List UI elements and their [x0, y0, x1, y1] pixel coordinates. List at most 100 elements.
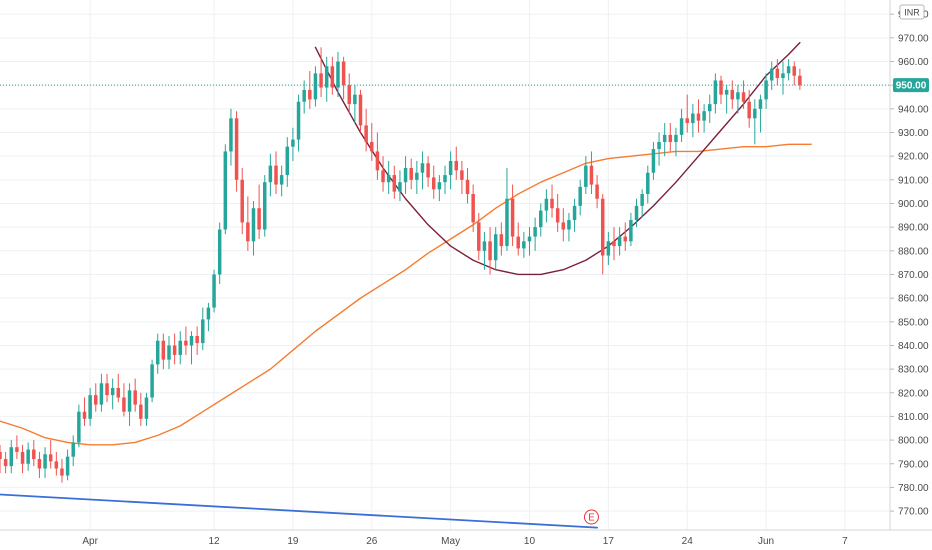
candle[interactable]	[358, 89, 363, 133]
candle[interactable]	[37, 451, 42, 478]
candle[interactable]	[274, 151, 278, 195]
candle[interactable]	[133, 378, 137, 412]
candle[interactable]	[640, 189, 644, 218]
candle[interactable]	[662, 123, 667, 157]
candle[interactable]	[139, 392, 143, 426]
candle[interactable]	[696, 99, 701, 133]
candle[interactable]	[319, 47, 323, 98]
candle[interactable]	[471, 184, 475, 232]
candle[interactable]	[172, 333, 177, 365]
candle[interactable]	[550, 184, 554, 218]
candle[interactable]	[291, 127, 295, 161]
earnings-event-marker[interactable]: E	[583, 509, 599, 525]
candle[interactable]	[437, 175, 442, 202]
candle[interactable]	[268, 153, 273, 197]
candle[interactable]	[54, 451, 59, 476]
candle[interactable]	[409, 158, 413, 190]
candle[interactable]	[522, 231, 526, 258]
candle[interactable]	[82, 397, 87, 426]
candle[interactable]	[719, 75, 723, 105]
candle[interactable]	[724, 85, 729, 114]
candle[interactable]	[595, 175, 599, 209]
candle[interactable]	[454, 146, 459, 180]
candle[interactable]	[189, 331, 194, 365]
candle[interactable]	[465, 167, 470, 204]
candle[interactable]	[499, 222, 504, 256]
candle[interactable]	[589, 151, 594, 195]
candle[interactable]	[539, 203, 543, 237]
candle[interactable]	[798, 68, 802, 90]
candle[interactable]	[685, 94, 689, 133]
candle[interactable]	[691, 104, 695, 138]
candle[interactable]	[753, 99, 757, 145]
candle[interactable]	[493, 227, 498, 270]
candle[interactable]	[584, 156, 588, 195]
candle[interactable]	[392, 165, 397, 199]
candle[interactable]	[240, 167, 244, 235]
candle[interactable]	[561, 208, 566, 242]
candle[interactable]	[60, 459, 64, 483]
candle[interactable]	[736, 85, 740, 114]
currency-badge[interactable]: INR	[899, 4, 925, 20]
candle[interactable]	[713, 73, 718, 114]
candle[interactable]	[420, 151, 425, 190]
candle[interactable]	[657, 132, 661, 166]
candle[interactable]	[94, 383, 98, 412]
candle[interactable]	[353, 85, 357, 124]
trend-line-path[interactable]	[0, 493, 598, 529]
candle[interactable]	[26, 442, 30, 471]
candle[interactable]	[572, 198, 577, 232]
candle[interactable]	[510, 184, 515, 247]
candle[interactable]	[127, 383, 132, 426]
candle[interactable]	[110, 378, 115, 410]
candle[interactable]	[617, 227, 622, 256]
candle[interactable]	[634, 198, 639, 228]
candle[interactable]	[646, 165, 650, 204]
candle[interactable]	[651, 141, 656, 180]
candle[interactable]	[48, 440, 53, 469]
candle[interactable]	[167, 335, 171, 370]
candle[interactable]	[71, 435, 75, 467]
candle[interactable]	[606, 231, 611, 265]
candle[interactable]	[347, 73, 351, 114]
candles[interactable]	[0, 47, 802, 483]
candle[interactable]	[217, 222, 222, 284]
candle[interactable]	[386, 160, 391, 195]
candle[interactable]	[9, 440, 14, 474]
candle[interactable]	[555, 194, 560, 232]
candle[interactable]	[0, 444, 2, 474]
candle[interactable]	[178, 331, 182, 365]
candle[interactable]	[505, 167, 509, 251]
candle[interactable]	[229, 108, 233, 166]
candle[interactable]	[708, 94, 712, 124]
candle[interactable]	[702, 104, 706, 133]
candle[interactable]	[516, 222, 520, 256]
candle[interactable]	[533, 217, 537, 251]
candle[interactable]	[3, 451, 8, 474]
candle[interactable]	[43, 447, 47, 478]
candle[interactable]	[15, 435, 19, 460]
candle[interactable]	[674, 127, 678, 157]
candle[interactable]	[324, 56, 329, 102]
candle[interactable]	[105, 373, 109, 403]
candle[interactable]	[212, 269, 216, 313]
candle[interactable]	[403, 156, 408, 195]
candle[interactable]	[263, 175, 267, 237]
candle[interactable]	[370, 123, 374, 161]
candle[interactable]	[206, 302, 211, 332]
candle[interactable]	[330, 56, 335, 95]
candle[interactable]	[460, 160, 464, 195]
candle[interactable]	[336, 52, 340, 98]
candle[interactable]	[364, 108, 368, 152]
candle[interactable]	[99, 373, 104, 412]
candle[interactable]	[381, 156, 385, 192]
candle[interactable]	[786, 59, 791, 81]
candle[interactable]	[758, 94, 763, 133]
candle[interactable]	[443, 165, 447, 195]
candle[interactable]	[161, 333, 166, 370]
candle[interactable]	[741, 80, 746, 109]
candle[interactable]	[600, 194, 605, 275]
candle[interactable]	[144, 392, 149, 426]
candle[interactable]	[623, 222, 627, 251]
